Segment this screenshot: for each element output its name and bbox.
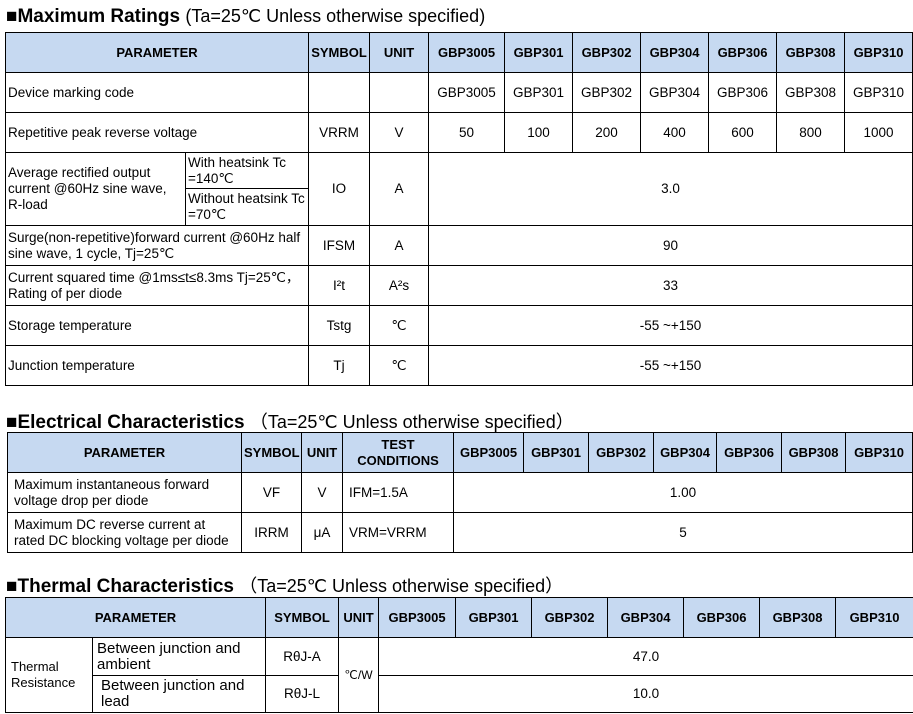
header-device: GBP302 [572, 32, 641, 73]
max-ratings-table: PARAMETER SYMBOL UNIT GBP3005 GBP301 GBP302 G… [5, 32, 913, 386]
table-row: Thermal Resistance Between junction and a… [5, 637, 913, 713]
header-device: GBP306 [708, 32, 777, 73]
table-row: Device marking code GBP3005 GBP301 GBP302 G… [5, 72, 913, 113]
header-device: GBP310 [844, 32, 913, 73]
table-row: Storage temperature Tstg ℃ -55 ~+150 [5, 305, 913, 346]
table-row: Junction temperature Tj ℃ -55 ~+150 [5, 345, 913, 386]
electrical-table: PARAMETER SYMBOL UNIT TEST CONDITIONS GBP30… [7, 432, 913, 553]
electrical-title: ■Electrical Characteristics （Ta=25℃ Unle… [6, 412, 574, 433]
header-symbol: SYMBOL [308, 32, 370, 73]
header-device: GBP3005 [428, 32, 505, 73]
thermal-title: ■Thermal Characteristics （Ta=25℃ Unless … [6, 576, 564, 597]
table-row: Maximum DC reverse current at rated DC b… [7, 512, 913, 553]
header-parameter: PARAMETER [5, 32, 309, 73]
thermal-table: PARAMETER SYMBOL UNIT GBP3005 GBP301 GBP302 G… [5, 597, 913, 713]
table-row: Surge(non-repetitive)forward current @60… [5, 225, 913, 266]
header-unit: UNIT [369, 32, 429, 73]
header-device: GBP304 [640, 32, 709, 73]
table-row: Maximum instantaneous forward voltage dr… [7, 472, 913, 513]
header-device: GBP308 [776, 32, 845, 73]
max-ratings-title: ■Maximum Ratings (Ta=25℃ Unless otherwis… [6, 6, 486, 27]
table-row: Repetitive peak reverse voltage VRRM V 50 1… [5, 112, 913, 153]
table-row: Current squared time @1ms≤t≤8.3ms Tj=25℃… [5, 265, 913, 306]
header-device: GBP301 [504, 32, 573, 73]
table-row: Between junction and lead RθJ-L 10.0 [6, 675, 913, 713]
table-row: Average rectified output current @60Hz s… [5, 152, 913, 226]
